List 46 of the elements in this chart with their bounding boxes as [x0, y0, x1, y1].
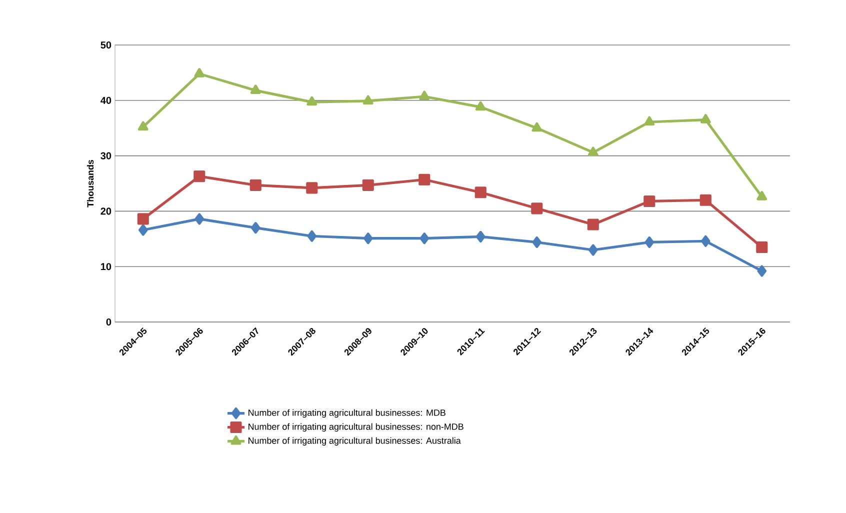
point [306, 182, 318, 194]
point [138, 121, 148, 131]
point [700, 114, 711, 124]
point [475, 101, 486, 111]
point [307, 230, 317, 242]
legend-label: Number of irrigating agricultural businesses: non-MDB [248, 423, 464, 432]
y-tick-label: 40 [100, 96, 112, 104]
point [587, 218, 599, 230]
legend-label: Number of irrigating agricultural businesses: MDB [248, 409, 446, 418]
point [700, 194, 712, 206]
point [757, 265, 767, 277]
point [362, 179, 374, 191]
point [419, 90, 430, 100]
point [137, 213, 149, 225]
point [644, 236, 654, 248]
point [194, 170, 206, 182]
point [362, 95, 374, 104]
y-tick-label: 10 [101, 263, 112, 270]
point [306, 96, 318, 106]
point [420, 232, 430, 244]
point [644, 195, 656, 208]
point [474, 186, 486, 198]
point [700, 235, 710, 247]
legend-label: Number of irrigating agricultural businesses: Australia [248, 437, 461, 446]
point [588, 244, 598, 256]
point [250, 179, 262, 191]
y-axis-title: Thousands [86, 160, 94, 208]
point [644, 116, 655, 126]
y-tick-label: 50 [100, 41, 112, 49]
point [588, 146, 598, 156]
point [138, 224, 148, 236]
point [756, 191, 768, 200]
point [532, 236, 542, 248]
point [476, 230, 486, 242]
point [532, 122, 542, 132]
y-tick-label: 30 [100, 152, 112, 160]
point [250, 222, 260, 234]
y-tick-label: 20 [100, 208, 112, 215]
point [418, 174, 430, 186]
point [531, 202, 543, 214]
point [194, 68, 205, 78]
point [194, 213, 204, 225]
point [363, 232, 373, 244]
point [250, 84, 261, 94]
y-tick-label: 0 [106, 318, 112, 326]
point [756, 241, 768, 253]
